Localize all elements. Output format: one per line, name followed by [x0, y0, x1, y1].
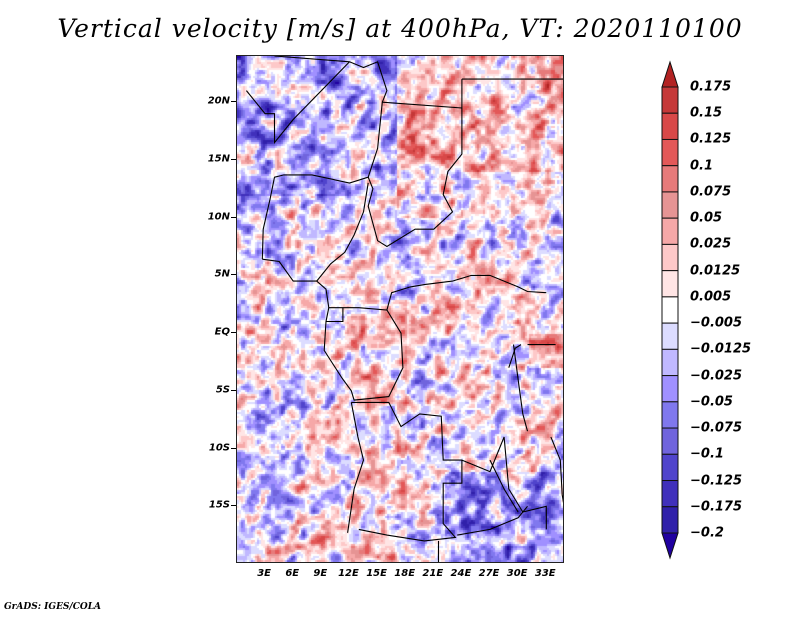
- lat-tick: [231, 274, 236, 276]
- colorbar-label: 0.0125: [690, 263, 741, 279]
- lat-tick-label: 15S: [208, 499, 230, 511]
- lon-tick-label: 21E: [422, 568, 444, 579]
- country-border-line: [261, 56, 388, 260]
- country-border-line: [512, 344, 529, 432]
- colorbar-bottom-arrow: [661, 532, 679, 560]
- lon-tick-label: 6E: [285, 568, 300, 579]
- colorbar-label: −0.0125: [690, 341, 752, 357]
- colorbar-swatch: [661, 322, 679, 350]
- colorbar-label: 0.025: [690, 236, 732, 252]
- lon-tick-label: 15E: [366, 568, 387, 579]
- colorbar-label: −0.1: [690, 446, 724, 462]
- colorbar-label: 0.175: [690, 79, 732, 95]
- colorbar-swatch: [661, 427, 679, 455]
- colorbar-swatch: [661, 375, 679, 403]
- lat-tick-label: 5N: [214, 268, 230, 280]
- colorbar-top-arrow: [661, 60, 679, 88]
- colorbar-swatch: [661, 112, 679, 140]
- colorbar-swatch: [661, 86, 679, 114]
- colorbar-swatch: [661, 453, 679, 482]
- lat-tick: [231, 505, 236, 507]
- country-border-line: [347, 402, 365, 533]
- colorbar-swatch: [661, 270, 679, 298]
- lat-tick-label: 15N: [207, 153, 230, 165]
- colorbar-swatch: [661, 506, 679, 534]
- lon-tick-label: 12E: [338, 568, 359, 579]
- lat-tick-label: 10S: [208, 442, 230, 454]
- lat-tick: [231, 447, 236, 449]
- country-border-line: [457, 505, 528, 536]
- colorbar-label: 0.05: [690, 210, 723, 226]
- colorbar-swatch: [661, 165, 679, 193]
- colorbar-swatch: [661, 217, 679, 245]
- colorbar-label: −0.075: [690, 420, 743, 436]
- lat-tick: [231, 332, 236, 334]
- country-borders: [245, 56, 563, 562]
- grads-credit: GrADS: IGES/COLA: [4, 602, 102, 612]
- colorbar-swatch: [661, 401, 679, 429]
- country-border-line: [367, 101, 463, 248]
- colorbar-label: −0.005: [690, 315, 743, 331]
- lat-tick: [231, 389, 236, 391]
- chart-title: Vertical velocity [m/s] at 400hPa, VT: 2…: [57, 14, 743, 43]
- lat-tick-label: 10N: [207, 211, 230, 223]
- colorbar-label: −0.05: [690, 394, 733, 410]
- country-border-line: [323, 307, 404, 401]
- lon-tick-label: 27E: [478, 568, 500, 579]
- country-border-line: [245, 61, 350, 145]
- country-border-line: [508, 344, 522, 368]
- lon-tick-label: 33E: [534, 568, 556, 579]
- colorbar: [661, 60, 679, 560]
- velocity-field-heatmap: [237, 56, 563, 562]
- lon-tick-label: 3E: [257, 568, 272, 579]
- colorbar-swatch: [661, 138, 679, 167]
- colorbar-swatch: [661, 348, 679, 377]
- colorbar-swatch: [661, 243, 679, 272]
- country-border-line: [351, 401, 463, 542]
- colorbar-label: 0.075: [690, 184, 732, 200]
- map-plot-area: [236, 55, 564, 563]
- colorbar-label: −0.2: [690, 525, 724, 541]
- country-border-line: [550, 436, 563, 504]
- lat-tick-label: 5S: [215, 384, 230, 396]
- colorbar-label: −0.025: [690, 368, 743, 384]
- colorbar-label: 0.15: [690, 105, 723, 121]
- colorbar-swatch: [661, 480, 679, 508]
- colorbar-swatch: [661, 296, 679, 324]
- country-border-line: [489, 459, 519, 513]
- lat-tick: [231, 158, 236, 160]
- country-border-line: [326, 307, 344, 323]
- lon-tick-label: 24E: [450, 568, 472, 579]
- country-border-line: [262, 258, 547, 311]
- colorbar-label: −0.175: [690, 499, 743, 515]
- lat-tick-label: EQ: [214, 326, 230, 338]
- country-border-line: [461, 436, 547, 530]
- colorbar-label: 0.005: [690, 289, 732, 305]
- lon-tick-label: 30E: [506, 568, 528, 579]
- colorbar-label: 0.125: [690, 131, 732, 147]
- colorbar-label: −0.125: [690, 473, 743, 489]
- colorbar-swatch: [661, 191, 679, 219]
- colorbar-label: 0.1: [690, 158, 714, 174]
- country-border-line: [316, 182, 369, 282]
- lon-tick-label: 18E: [394, 568, 416, 579]
- lat-tick: [231, 216, 236, 218]
- lat-tick: [231, 101, 236, 103]
- lon-tick-label: 9E: [313, 568, 328, 579]
- lat-tick-label: 20N: [207, 95, 230, 107]
